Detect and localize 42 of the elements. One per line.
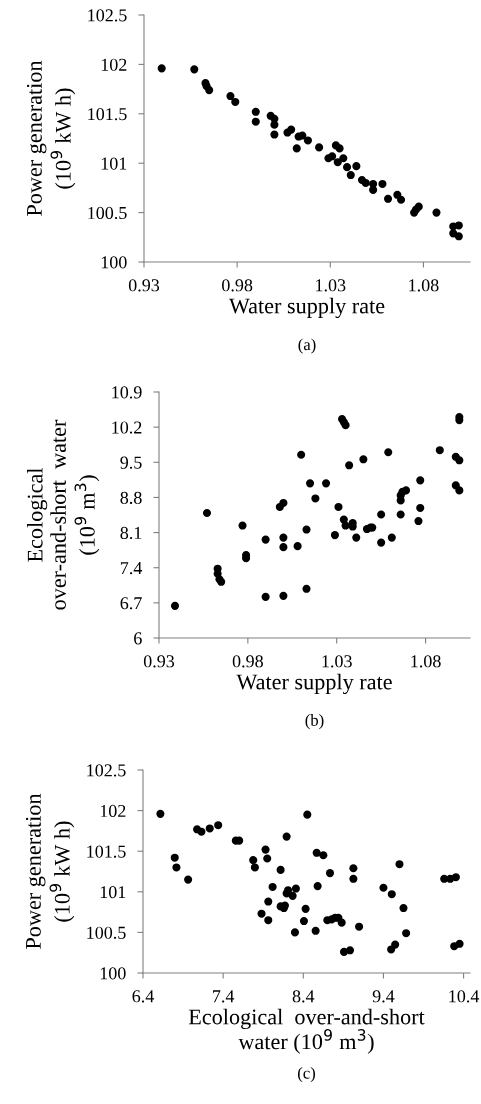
y-tick-label: 9.5 — [120, 456, 142, 469]
x-tick-label: 0.98 — [232, 655, 263, 668]
x-tick-label: 0.93 — [128, 279, 160, 292]
y-tick-label: 101.5 — [88, 108, 127, 121]
y-tick-label: 102.5 — [88, 9, 127, 22]
y-axis-title: Power generation (10$^{9}$ kW h) — [26, 60, 76, 216]
x-tick-label: 0.93 — [143, 655, 175, 668]
y-axis-title: Power generation (10$^{9}$ kW h) — [25, 793, 75, 949]
y-tick-label: 10.2 — [112, 421, 142, 434]
x-tick-label: 0.98 — [222, 279, 253, 292]
y-tick-label: 101 — [101, 157, 127, 170]
x-tick-label: 1.08 — [411, 655, 441, 668]
y-tick-label: 8.1 — [120, 526, 142, 540]
y-tick-label: 7.4 — [120, 562, 143, 575]
x-tick-label: 8.4 — [292, 990, 315, 1003]
x-tick-label: 6.4 — [132, 990, 154, 1003]
y-tick-label: 100 — [100, 967, 126, 980]
y-tick-label: 8.8 — [120, 491, 142, 504]
y-tick-label: 102 — [101, 58, 127, 71]
x-tick-label: 1.03 — [322, 655, 352, 668]
text: (b) — [305, 714, 324, 730]
text: (a) — [298, 338, 316, 354]
y-tick-label: 100 — [101, 256, 127, 269]
y-tick-label: 102.5 — [87, 764, 126, 777]
y-tick-label: 100.5 — [87, 926, 126, 939]
y-tick-label: 6.7 — [120, 597, 142, 610]
y-tick-label: 6 — [134, 632, 142, 645]
x-tick-label: 9.4 — [372, 990, 395, 1003]
y-tick-label: 102 — [100, 804, 126, 818]
x-tick-label: 10.4 — [449, 990, 480, 1003]
y-tick-label: 100.5 — [88, 206, 127, 220]
y-tick-label: 101.5 — [87, 845, 126, 858]
x-axis-title: Water supply rate — [228, 297, 385, 319]
x-axis-title: Water supply rate — [236, 673, 392, 695]
y-tick-label: 10.9 — [112, 386, 142, 399]
x-axis-title: Ecological over-and-short water (10$^{9}$ m$^{3}$) — [188, 1008, 425, 1054]
y-axis-title: Ecological over-and-short water (10$^{9}$ m$^{3}$) — [27, 419, 100, 610]
text: (c) — [297, 1066, 316, 1083]
x-tick-label: 7.4 — [213, 990, 235, 1003]
y-tick-label: 101 — [100, 886, 126, 899]
x-tick-label: 1.03 — [316, 279, 346, 292]
x-tick-label: 1.08 — [409, 279, 439, 292]
